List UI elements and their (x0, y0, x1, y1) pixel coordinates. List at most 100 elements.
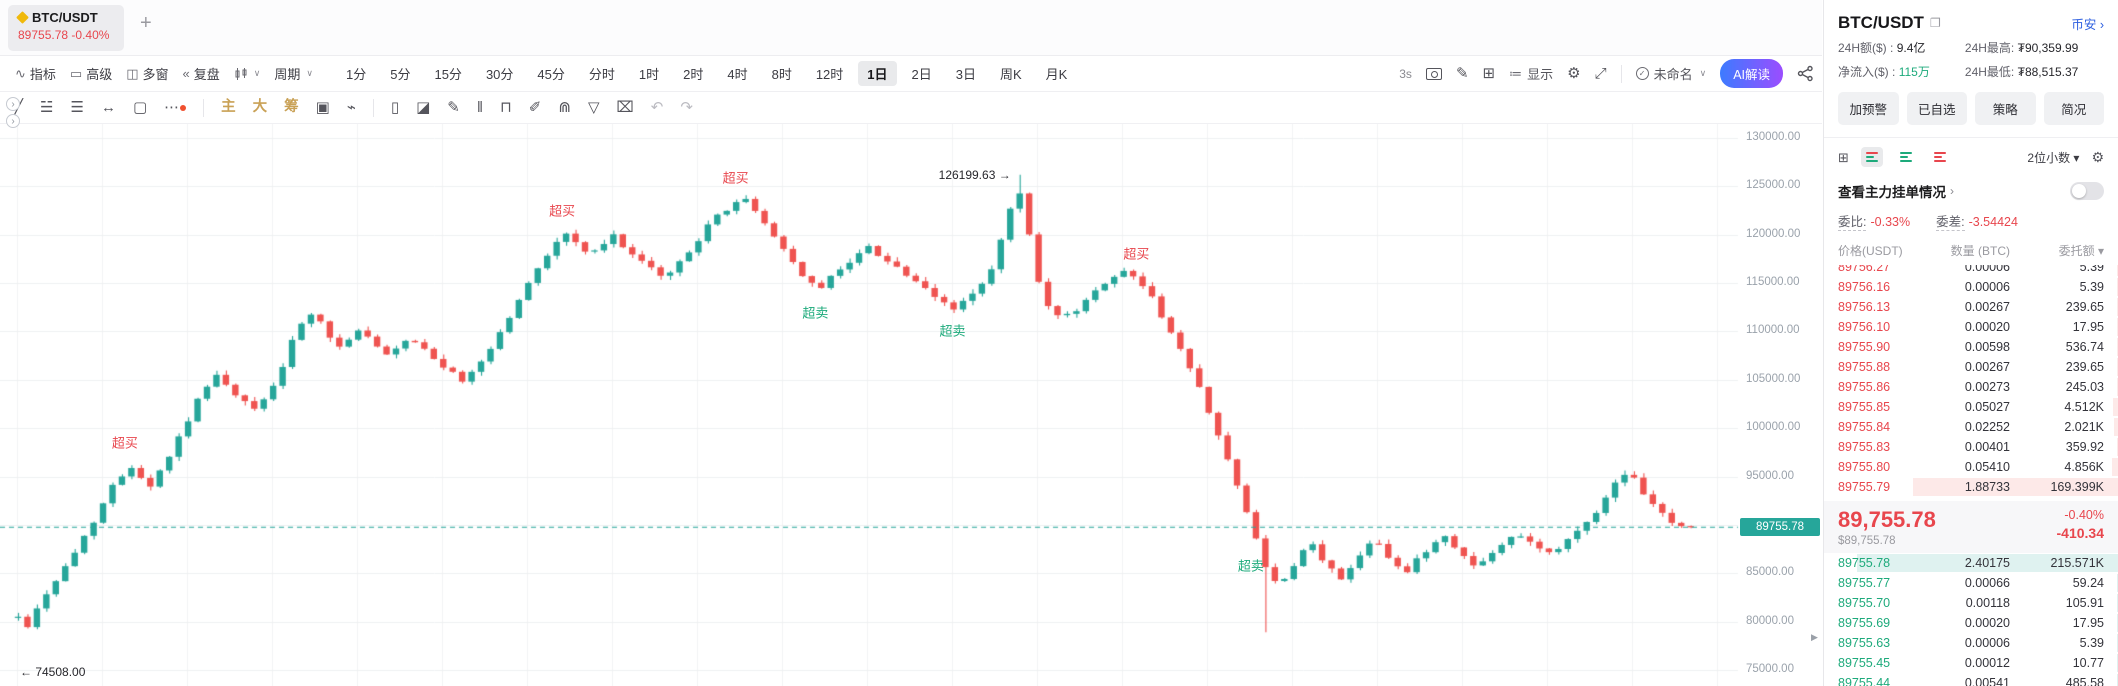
book-view-asks-icon[interactable] (1929, 147, 1951, 167)
fullscreen-icon[interactable]: ⤢ (1594, 65, 1607, 82)
ask-row[interactable]: 89755.79 1.88733 169.399K (1838, 477, 2118, 497)
tool-pen[interactable]: ✎ (447, 99, 460, 116)
chart-canvas[interactable] (0, 124, 1740, 686)
bid-row[interactable]: 89755.78 2.40175 215.571K (1838, 553, 2118, 573)
toolbar-advanced[interactable]: ▭ 高级 (69, 65, 113, 83)
candle-style-dropdown[interactable]: ∨ (227, 63, 268, 85)
share-icon[interactable] (1797, 65, 1814, 82)
main-orders-link[interactable]: 查看主力挂单情况 (1838, 185, 1946, 200)
col-qty[interactable]: 数量 (BTC) (1950, 244, 2010, 258)
timeframe-12时[interactable]: 12时 (815, 67, 844, 82)
bid-row[interactable]: 89755.77 0.00066 59.24 (1838, 573, 2118, 593)
timeframe-1分[interactable]: 1分 (346, 67, 367, 82)
edit-icon[interactable]: ✎ (1455, 65, 1469, 82)
candlestick-chart[interactable] (0, 124, 1822, 686)
ask-row[interactable]: 89755.88 0.00267 239.65 (1838, 357, 2118, 377)
expand-panel-button-2[interactable]: › (6, 114, 20, 128)
tool-trash[interactable]: ⌧ (616, 99, 634, 116)
ask-row[interactable]: 89755.90 0.00598 536.74 (1838, 337, 2118, 357)
bid-row[interactable]: 89755.44 0.00541 485.58 (1838, 673, 2118, 686)
ask-row[interactable]: 89756.13 0.00267 239.65 (1838, 297, 2118, 317)
ask-row[interactable]: 89755.80 0.05410 4.856K (1838, 457, 2118, 477)
display-button[interactable]: ≔ 显示 (1509, 65, 1554, 83)
add-pane-icon[interactable]: ⊞ (1838, 149, 1849, 165)
toolbar-multi-window[interactable]: ◫ 多窗 (126, 65, 169, 83)
book-view-both-icon[interactable] (1860, 147, 1883, 167)
panel-button-简况[interactable]: 简况 (2043, 92, 2104, 125)
tool-parallel-lines[interactable]: ☰ (70, 99, 84, 116)
tool-note-edit[interactable]: ✐ (528, 99, 542, 116)
candle-style-icon (235, 67, 247, 80)
timeframe-2日[interactable]: 2日 (911, 67, 932, 82)
tool-funnel[interactable]: ▽ (587, 99, 600, 116)
bid-row[interactable]: 89755.45 0.00012 10.77 (1838, 653, 2118, 673)
tool-main-chart[interactable]: 主 (221, 99, 236, 116)
expand-panel-button-1[interactable]: › (6, 97, 20, 111)
timeframe-2时[interactable]: 2时 (683, 67, 704, 82)
timeframe-8时[interactable]: 8时 (771, 67, 792, 82)
ask-row[interactable]: 89755.84 0.02252 2.021K (1838, 417, 2118, 437)
layout-dropdown[interactable]: ✓ 未命名 ∨ (1635, 64, 1706, 83)
tool-magnet[interactable]: ⋒ (558, 99, 571, 116)
add-tab-button[interactable]: + (140, 12, 152, 34)
tool-cross-line[interactable]: ↔ (100, 99, 116, 116)
timeframe-15分[interactable]: 15分 (434, 67, 462, 82)
toolbar-left: ∿ 指标 ▭ 高级 ◫ 多窗 «复盘 (8, 60, 227, 87)
toolbar-replay[interactable]: «复盘 (182, 66, 220, 82)
ask-row[interactable]: 89755.86 0.00273 245.03 (1838, 377, 2118, 397)
tool-line-add[interactable]: ⌁ (346, 99, 356, 116)
ask-row[interactable]: 89755.85 0.05027 4.512K (1838, 397, 2118, 417)
bid-row[interactable]: 89755.70 0.00118 105.91 (1838, 593, 2118, 613)
tool-rectangle[interactable]: ▢ (132, 99, 148, 116)
bid-row[interactable]: 89755.69 0.00020 17.95 (1838, 613, 2118, 633)
depth-bar (2116, 358, 2118, 376)
settings-gear-icon[interactable]: ⚙ (2091, 148, 2104, 165)
tool-candle-tool[interactable]: ǁ (476, 99, 484, 116)
col-price[interactable]: 价格(USDT) (1838, 244, 1903, 258)
timeframe-5分[interactable]: 5分 (390, 67, 411, 82)
tool-undo[interactable]: ↶ (650, 99, 664, 116)
timeframe-分时[interactable]: 分时 (588, 67, 615, 82)
ai-analysis-button[interactable]: AI解读 (1720, 59, 1783, 88)
timeframe-30分[interactable]: 30分 (485, 67, 514, 82)
tool-big-order[interactable]: 大 (252, 99, 268, 116)
timeframe-1时[interactable]: 1时 (638, 67, 660, 82)
signal-oversold: 超卖 (802, 305, 829, 321)
settings-gear-icon[interactable]: ⚙ (1567, 65, 1581, 82)
tool-edit-box[interactable]: ▣ (315, 99, 330, 116)
timeframe-45分[interactable]: 45分 (537, 67, 565, 82)
tool-chips[interactable]: 筹 (284, 99, 299, 116)
tool-lock[interactable]: ⊓ (500, 99, 512, 116)
panel-collapse-handle[interactable]: ▶ (1811, 632, 1818, 642)
main-orders-toggle[interactable] (2070, 182, 2104, 200)
tool-bookmark[interactable]: ▯ (390, 99, 400, 116)
bid-row[interactable]: 89755.63 0.00006 5.39 (1838, 633, 2118, 653)
timeframe-月K[interactable]: 月K (1045, 67, 1068, 82)
col-amount[interactable]: 委托额 ▾ (2058, 244, 2104, 258)
panel-button-加预警[interactable]: 加预警 (1838, 92, 1899, 125)
ask-row[interactable]: 89756.27 0.00006 5.39 (1838, 265, 2118, 277)
toolbar-indicator[interactable]: ∿ 指标 (15, 65, 56, 83)
symbol-tab[interactable]: BTC/USDT 89755.78 -0.40% (8, 5, 124, 51)
tool-more-dots[interactable]: ⋯ (164, 100, 187, 115)
tool-ruler[interactable]: ◪ (416, 99, 431, 116)
ask-row[interactable]: 89756.16 0.00006 5.39 (1838, 277, 2118, 297)
tool-horizontal-lines[interactable]: ☱ (40, 99, 54, 116)
copy-icon[interactable]: ❐ (1929, 16, 1941, 30)
timeframe-1日[interactable]: 1日 (858, 61, 897, 86)
panel-button-已自选[interactable]: 已自选 (1906, 92, 1967, 125)
tool-redo[interactable]: ↷ (680, 99, 693, 116)
exchange-link[interactable]: 币安 › (2071, 17, 2104, 32)
add-pane-icon[interactable]: ⊞ (1482, 65, 1496, 82)
timeframe-周K[interactable]: 周K (1000, 67, 1022, 82)
book-view-bids-icon[interactable] (1895, 147, 1917, 167)
timeframe-4时[interactable]: 4时 (727, 67, 748, 82)
decimal-dropdown[interactable]: 2位小数 ▾ (2027, 150, 2080, 165)
timeframe-3日[interactable]: 3日 (955, 67, 976, 82)
panel-button-策略[interactable]: 策略 (1975, 92, 2036, 125)
camera-icon[interactable] (1425, 67, 1442, 80)
ask-row[interactable]: 89756.10 0.00020 17.95 (1838, 317, 2118, 337)
period-dropdown[interactable]: 周期 ∨ (274, 67, 313, 82)
ask-row[interactable]: 89755.83 0.00401 359.92 (1838, 437, 2118, 457)
